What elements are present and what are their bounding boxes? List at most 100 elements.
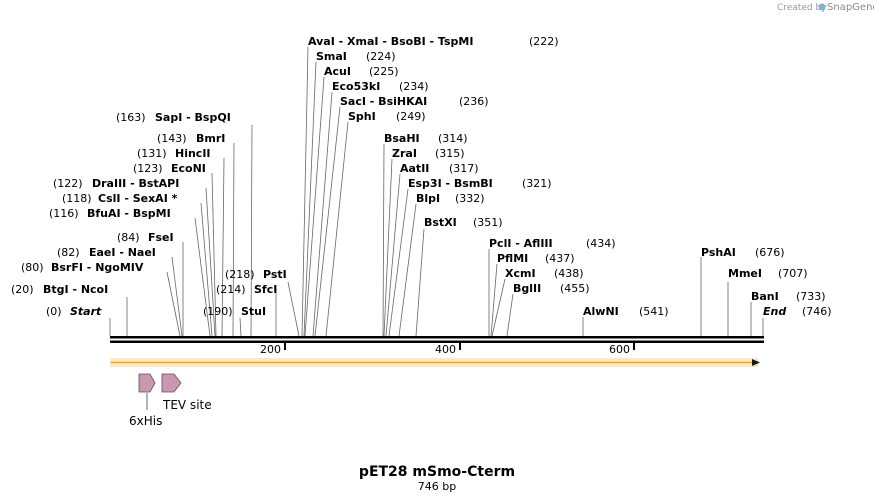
site-name: BfuAI - BspMI bbox=[87, 207, 171, 220]
site-hincii[interactable]: (131) HincII bbox=[137, 147, 211, 160]
site-position: (746) bbox=[802, 305, 832, 318]
site-name: Start bbox=[70, 305, 102, 318]
site-draiii[interactable]: (122) DraIII - BstAPI bbox=[53, 177, 179, 190]
site-position: (82) bbox=[57, 246, 80, 259]
site-stui[interactable]: (190) StuI bbox=[203, 305, 266, 318]
site-name: PstI bbox=[263, 268, 287, 281]
site-mmei[interactable]: MmeI (707) bbox=[728, 267, 808, 280]
feature-6xhis[interactable]: 6xHis bbox=[129, 373, 162, 428]
site-fsei[interactable]: (84) FseI bbox=[117, 231, 174, 244]
site-sapi[interactable]: (163) SapI - BspQI bbox=[116, 111, 231, 124]
map-title: pET28 mSmo-Cterm bbox=[359, 464, 515, 480]
site-name: BanI bbox=[751, 290, 779, 303]
ruler-label: 600 bbox=[609, 343, 630, 356]
site-position: (122) bbox=[53, 177, 83, 190]
site-bsrfi[interactable]: (80) BsrFI - NgoMIV bbox=[21, 261, 144, 274]
site-position: (131) bbox=[137, 147, 167, 160]
site-position: (733) bbox=[796, 290, 826, 303]
feature-tev-site[interactable]: TEV site bbox=[161, 373, 212, 412]
site-name: SapI - BspQI bbox=[155, 111, 231, 124]
feature-arrow-icon bbox=[138, 373, 156, 393]
backbone bbox=[110, 336, 764, 343]
site-name: Esp3I - BsmBI bbox=[408, 177, 493, 190]
feature-label: 6xHis bbox=[129, 414, 162, 428]
site-bstxi[interactable]: BstXI (351) bbox=[424, 216, 503, 229]
snapgene-logo-icon bbox=[818, 3, 826, 11]
site-position: (214) bbox=[216, 283, 246, 296]
site-eco53ki[interactable]: Eco53kI (234) bbox=[332, 80, 429, 93]
site-name: AlwNI bbox=[583, 305, 619, 318]
site-position: (190) bbox=[203, 305, 233, 318]
site-position: (80) bbox=[21, 261, 44, 274]
site-leader-lines bbox=[109, 46, 764, 337]
site-saci[interactable]: SacI - BsiHKAI (236) bbox=[340, 95, 489, 108]
site-eaei[interactable]: (82) EaeI - NaeI bbox=[57, 246, 156, 259]
site-end[interactable]: End (746) bbox=[763, 305, 832, 318]
site-position: (218) bbox=[225, 268, 255, 281]
site-position: (236) bbox=[459, 95, 489, 108]
ruler: 200 400 600 bbox=[260, 343, 635, 356]
site-econi[interactable]: (123) EcoNI bbox=[133, 162, 206, 175]
site-alwni[interactable]: AlwNI (541) bbox=[583, 305, 669, 318]
site-bsahi[interactable]: BsaHI (314) bbox=[384, 132, 468, 145]
site-position: (314) bbox=[438, 132, 468, 145]
site-name: AatII bbox=[400, 162, 429, 175]
site-pflmi[interactable]: PflMI (437) bbox=[497, 252, 575, 265]
site-aatii[interactable]: AatII (317) bbox=[400, 162, 479, 175]
site-bglii[interactable]: BglII (455) bbox=[513, 282, 590, 295]
feature-label: TEV site bbox=[162, 398, 212, 412]
site-xcmi[interactable]: XcmI (438) bbox=[505, 267, 584, 280]
site-position: (234) bbox=[399, 80, 429, 93]
site-name: PclI - AflIII bbox=[489, 237, 553, 250]
site-acui[interactable]: AcuI (225) bbox=[324, 65, 399, 78]
site-name: FseI bbox=[148, 231, 174, 244]
orf-arrow[interactable] bbox=[110, 358, 760, 367]
site-smai[interactable]: SmaI (224) bbox=[316, 50, 396, 63]
ruler-tick bbox=[633, 343, 635, 350]
site-btgi[interactable]: (20) BtgI - NcoI bbox=[11, 283, 108, 296]
site-position: (0) bbox=[46, 305, 62, 318]
site-position: (249) bbox=[396, 110, 426, 123]
site-sfci[interactable]: (214) SfcI bbox=[216, 283, 277, 296]
site-position: (317) bbox=[449, 162, 479, 175]
site-csli[interactable]: (118) CslI - SexAI * bbox=[62, 192, 178, 205]
site-esp3i[interactable]: Esp3I - BsmBI (321) bbox=[408, 177, 552, 190]
site-sphi[interactable]: SphI (249) bbox=[348, 110, 426, 123]
site-name: BsaHI bbox=[384, 132, 420, 145]
site-name: PflMI bbox=[497, 252, 528, 265]
site-name: HincII bbox=[175, 147, 211, 160]
site-position: (225) bbox=[369, 65, 399, 78]
site-name: DraIII - BstAPI bbox=[92, 177, 179, 190]
site-bmri[interactable]: (143) BmrI bbox=[157, 132, 225, 145]
site-bfuai[interactable]: (116) BfuAI - BspMI bbox=[49, 207, 171, 220]
site-position: (143) bbox=[157, 132, 187, 145]
site-name: End bbox=[763, 305, 786, 318]
site-pshai[interactable]: PshAI (676) bbox=[701, 246, 785, 259]
site-start[interactable]: (0) Start bbox=[46, 305, 102, 318]
credit-prefix: Created by bbox=[777, 3, 827, 13]
site-position: (707) bbox=[778, 267, 808, 280]
site-name: Eco53kI bbox=[332, 80, 380, 93]
site-name: SphI bbox=[348, 110, 376, 123]
site-name: MmeI bbox=[728, 267, 762, 280]
site-name: XcmI bbox=[505, 267, 536, 280]
site-name: SacI - BsiHKAI bbox=[340, 95, 427, 108]
credit-brand: SnapGene bbox=[827, 2, 874, 13]
site-psti[interactable]: (218) PstI bbox=[225, 268, 287, 281]
ruler-tick bbox=[459, 343, 461, 350]
site-blpi[interactable]: BlpI (332) bbox=[416, 192, 485, 205]
site-pcli[interactable]: PclI - AflIII (434) bbox=[489, 237, 616, 250]
site-zrai[interactable]: ZraI (315) bbox=[392, 147, 465, 160]
site-name: BstXI bbox=[424, 216, 457, 229]
site-bani[interactable]: BanI (733) bbox=[751, 290, 826, 303]
site-position: (163) bbox=[116, 111, 146, 124]
site-position: (116) bbox=[49, 207, 79, 220]
site-name: BglII bbox=[513, 282, 541, 295]
site-position: (351) bbox=[473, 216, 503, 229]
ruler-tick bbox=[284, 343, 286, 350]
ruler-label: 400 bbox=[435, 343, 456, 356]
ruler-label: 200 bbox=[260, 343, 281, 356]
site-avai[interactable]: AvaI - XmaI - BsoBI - TspMI (222) bbox=[308, 35, 559, 48]
site-name: CslI - SexAI * bbox=[98, 192, 178, 205]
